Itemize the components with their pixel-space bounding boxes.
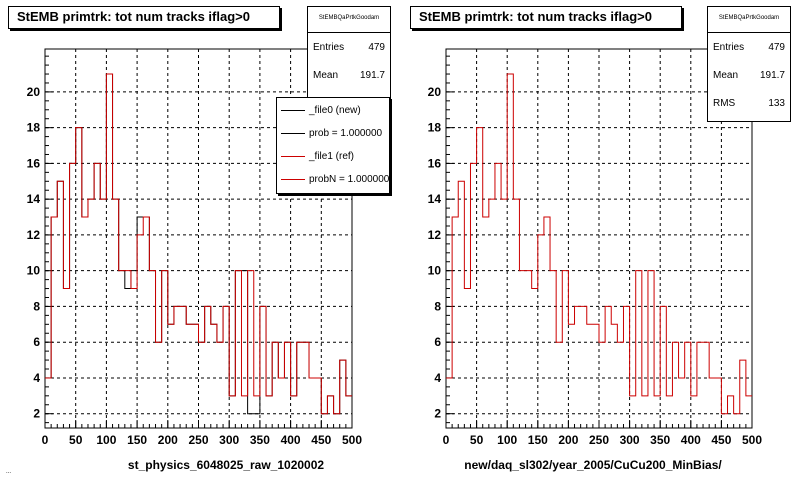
legend-entry-new: _file0 (new) <box>277 99 389 122</box>
left-stats-title: StEMBQaPrtkGoodam <box>308 7 390 33</box>
right-y-tick-label-7: 16 <box>428 156 442 170</box>
right-stat-mean: Mean 191.7 <box>708 61 790 89</box>
left-y-tick-label-6: 14 <box>27 192 41 206</box>
left-x-axis-label: st_physics_6048025_raw_1020002 <box>128 458 324 472</box>
right-stat-rms: RMS 133 <box>708 89 790 117</box>
legend-line-prob <box>281 133 305 134</box>
right-title-box: StEMB primtrk: tot num tracks iflag>0 <box>410 6 682 29</box>
right-y-tick-label-0: 2 <box>434 407 441 421</box>
left-x-tick-label-7: 350 <box>250 433 270 447</box>
left-x-tick-label-9: 450 <box>311 433 331 447</box>
left-x-tick-label-10: 500 <box>342 433 362 447</box>
right-x-tick-label-9: 450 <box>711 433 731 447</box>
left-y-tick-label-0: 2 <box>33 407 40 421</box>
left-x-tick-label-3: 150 <box>127 433 147 447</box>
right-stats-box: StEMBQaPrtkGoodam Entries 479 Mean 191.7… <box>707 6 791 122</box>
legend-label-new: _file0 (new) <box>309 105 361 116</box>
left-x-tick-label-8: 400 <box>281 433 301 447</box>
status-text: ... <box>6 469 12 475</box>
right-plot-frame <box>445 48 753 429</box>
right-stat-rms-label: RMS <box>713 97 736 109</box>
left-y-tick-label-3: 8 <box>33 299 40 313</box>
right-x-tick-label-8: 400 <box>681 433 701 447</box>
left-x-tick-label-0: 0 <box>42 433 49 447</box>
right-stat-entries: Entries 479 <box>708 33 790 61</box>
left-stat-entries-label: Entries <box>313 41 345 53</box>
right-y-tick-label-2: 6 <box>434 335 441 349</box>
right-x-tick-label-3: 150 <box>528 433 548 447</box>
right-x-tick-label-0: 0 <box>443 433 450 447</box>
legend-entry-ref: _file1 (ref) <box>277 145 389 168</box>
left-y-tick-label-9: 20 <box>27 85 41 99</box>
legend-line-probn <box>281 179 305 180</box>
left-x-tick-label-5: 250 <box>188 433 208 447</box>
left-y-tick-label-7: 16 <box>27 156 41 170</box>
legend-entry-probn: probN = 1.000000 <box>277 168 389 191</box>
left-title-box: StEMB primtrk: tot num tracks iflag>0 <box>8 6 280 29</box>
legend-label-probn: probN = 1.000000 <box>309 174 389 185</box>
left-series-ref <box>45 73 352 415</box>
left-x-tick-label-2: 100 <box>96 433 116 447</box>
left-y-tick-label-2: 6 <box>33 335 40 349</box>
right-stat-entries-label: Entries <box>713 41 745 53</box>
legend-line-ref <box>281 156 305 157</box>
left-y-tick-label-5: 12 <box>27 228 41 242</box>
right-x-tick-label-5: 250 <box>589 433 609 447</box>
right-y-tick-label-8: 18 <box>428 121 442 135</box>
legend-label-ref: _file1 (ref) <box>309 151 355 162</box>
right-y-tick-label-6: 14 <box>428 192 442 206</box>
left-y-tick-label-8: 18 <box>27 121 41 135</box>
right-y-tick-label-5: 12 <box>428 228 442 242</box>
left-stat-mean: Mean 191.7 <box>308 61 390 89</box>
left-legend: _file0 (new) prob = 1.000000 _file1 (ref… <box>276 97 390 194</box>
right-chart-title: StEMB primtrk: tot num tracks iflag>0 <box>419 9 652 24</box>
right-x-tick-label-2: 100 <box>497 433 517 447</box>
right-y-tick-label-9: 20 <box>428 85 442 99</box>
right-stat-rms-value: 133 <box>768 97 785 109</box>
left-x-tick-label-1: 50 <box>69 433 83 447</box>
left-y-tick-label-4: 10 <box>27 264 41 278</box>
right-stats-title: StEMBQaPrtkGoodam <box>708 7 790 33</box>
legend-line-new <box>281 110 305 111</box>
left-x-tick-label-4: 200 <box>158 433 178 447</box>
left-stat-mean-label: Mean <box>313 69 339 81</box>
right-stat-mean-label: Mean <box>713 69 739 81</box>
left-x-tick-label-6: 300 <box>219 433 239 447</box>
right-series-ref <box>446 73 752 415</box>
left-stat-mean-value: 191.7 <box>359 69 385 81</box>
left-stat-entries-value: 479 <box>368 41 385 53</box>
right-x-tick-label-7: 350 <box>650 433 670 447</box>
left-chart-title: StEMB primtrk: tot num tracks iflag>0 <box>17 9 250 24</box>
right-x-tick-label-4: 200 <box>558 433 578 447</box>
right-x-axis-label: new/daq_sl302/year_2005/CuCu200_MinBias/ <box>464 458 722 472</box>
right-stat-mean-value: 191.7 <box>759 69 785 81</box>
right-y-tick-label-4: 10 <box>428 264 442 278</box>
legend-entry-prob: prob = 1.000000 <box>277 122 389 145</box>
left-stat-entries: Entries 479 <box>308 33 390 61</box>
right-x-tick-label-1: 50 <box>470 433 484 447</box>
left-y-tick-label-1: 4 <box>33 371 40 385</box>
right-y-tick-label-1: 4 <box>434 371 441 385</box>
legend-label-prob: prob = 1.000000 <box>309 128 383 139</box>
right-stat-entries-value: 479 <box>768 41 785 53</box>
right-x-tick-label-6: 300 <box>620 433 640 447</box>
right-y-tick-label-3: 8 <box>434 299 441 313</box>
right-x-tick-label-10: 500 <box>742 433 762 447</box>
